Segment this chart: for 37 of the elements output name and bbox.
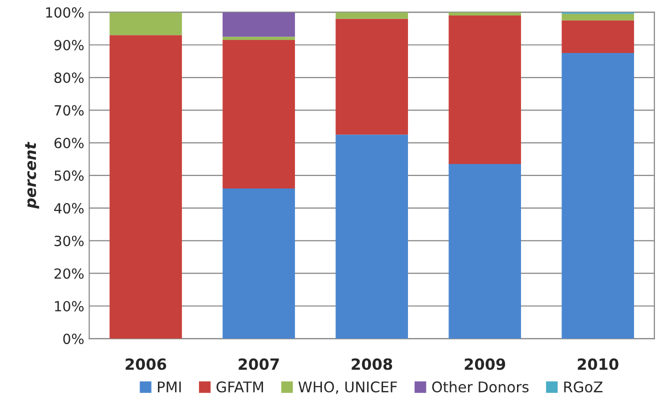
x-tick-label: 2009 <box>464 358 506 370</box>
y-tick-label: 30% <box>54 236 84 246</box>
y-tick-label: 80% <box>54 72 84 83</box>
bar <box>222 36 295 40</box>
legend-label: Other Donors <box>432 381 529 392</box>
bar <box>448 12 522 16</box>
y-tick-label: 0% <box>63 334 84 344</box>
bar <box>110 35 182 339</box>
bar <box>562 14 634 20</box>
bar <box>336 12 408 19</box>
y-tick-label: 60% <box>54 138 84 148</box>
y-tick-label: 90% <box>54 40 84 50</box>
bar <box>222 12 295 37</box>
y-tick-label: 50% <box>54 170 84 181</box>
bar <box>448 164 522 339</box>
bar <box>562 53 634 339</box>
legend-label: RGoZ <box>564 381 602 392</box>
y-tick-label: 40% <box>54 203 84 214</box>
x-tick-label: 2008 <box>352 358 392 370</box>
y-axis-title: percent <box>25 142 40 209</box>
legend-label: WHO, UNICEF <box>298 381 397 394</box>
legend-label: PMI <box>158 382 181 392</box>
bar <box>336 18 408 135</box>
y-tick-label: 20% <box>54 268 84 279</box>
bar <box>222 188 295 339</box>
y-tick-label: 100% <box>46 7 84 18</box>
y-tick-label: 10% <box>55 300 84 312</box>
bar <box>110 12 182 36</box>
bar <box>448 16 522 164</box>
bar <box>336 134 408 339</box>
bar <box>222 40 295 188</box>
x-tick-label: 2007 <box>238 358 279 370</box>
x-tick-label: 2010 <box>578 358 618 370</box>
bar <box>562 20 634 54</box>
legend-label: GFATM <box>216 381 264 392</box>
y-tick-label: 70% <box>54 105 84 116</box>
x-tick-label: 2006 <box>126 358 166 370</box>
